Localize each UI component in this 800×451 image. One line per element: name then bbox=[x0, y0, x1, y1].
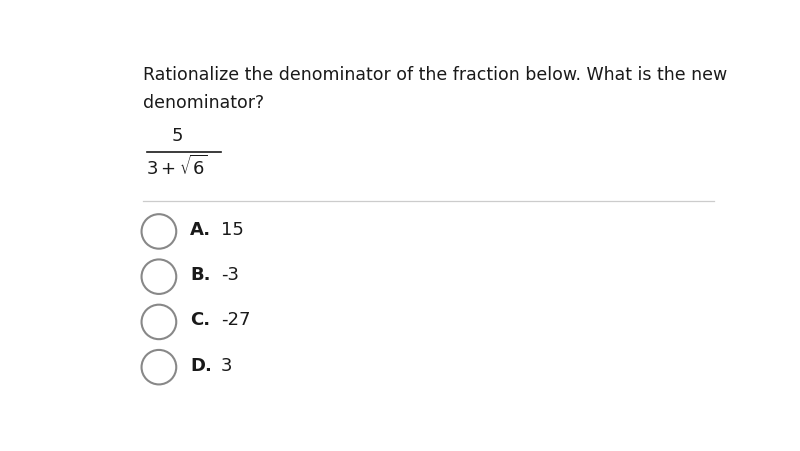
Text: 15: 15 bbox=[221, 221, 244, 239]
Text: 3: 3 bbox=[221, 356, 233, 374]
Text: C.: C. bbox=[190, 311, 210, 329]
Text: $3 + \sqrt{6}$: $3 + \sqrt{6}$ bbox=[146, 155, 209, 179]
Text: B.: B. bbox=[190, 266, 210, 284]
Text: A.: A. bbox=[190, 221, 211, 239]
Text: -27: -27 bbox=[221, 311, 250, 329]
Text: denominator?: denominator? bbox=[143, 94, 265, 112]
Text: -3: -3 bbox=[221, 266, 239, 284]
Text: Rationalize the denominator of the fraction below. What is the new: Rationalize the denominator of the fract… bbox=[143, 66, 728, 84]
Text: 5: 5 bbox=[171, 127, 182, 145]
Text: D.: D. bbox=[190, 356, 212, 374]
